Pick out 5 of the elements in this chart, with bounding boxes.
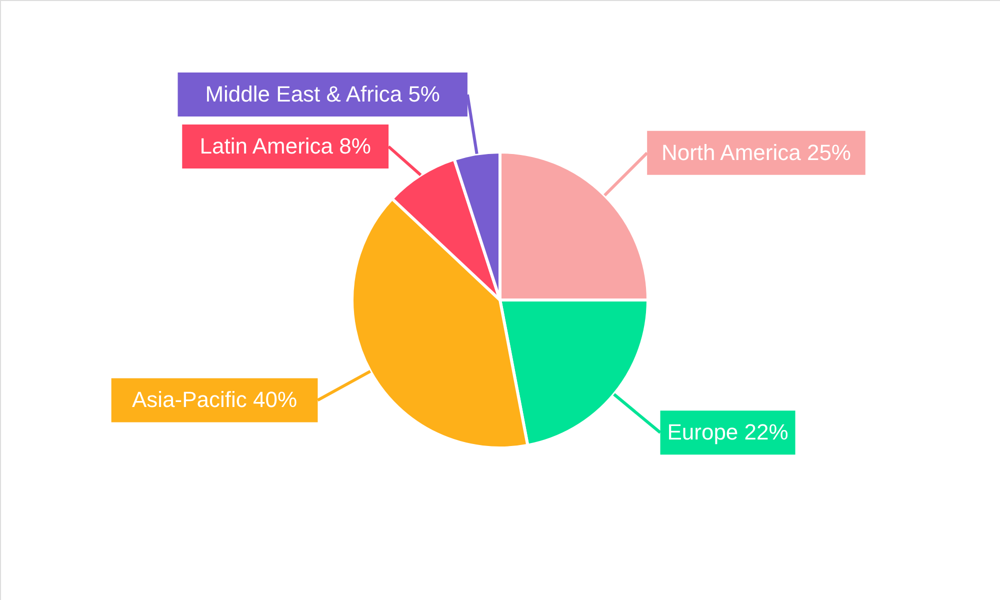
slice-label: Middle East & Africa 5% (205, 82, 440, 107)
slice-label: Asia-Pacific 40% (132, 387, 298, 412)
slice-label: North America 25% (661, 140, 851, 165)
slice-label: Latin America 8% (200, 134, 371, 159)
slice-label: Europe 22% (667, 420, 788, 445)
